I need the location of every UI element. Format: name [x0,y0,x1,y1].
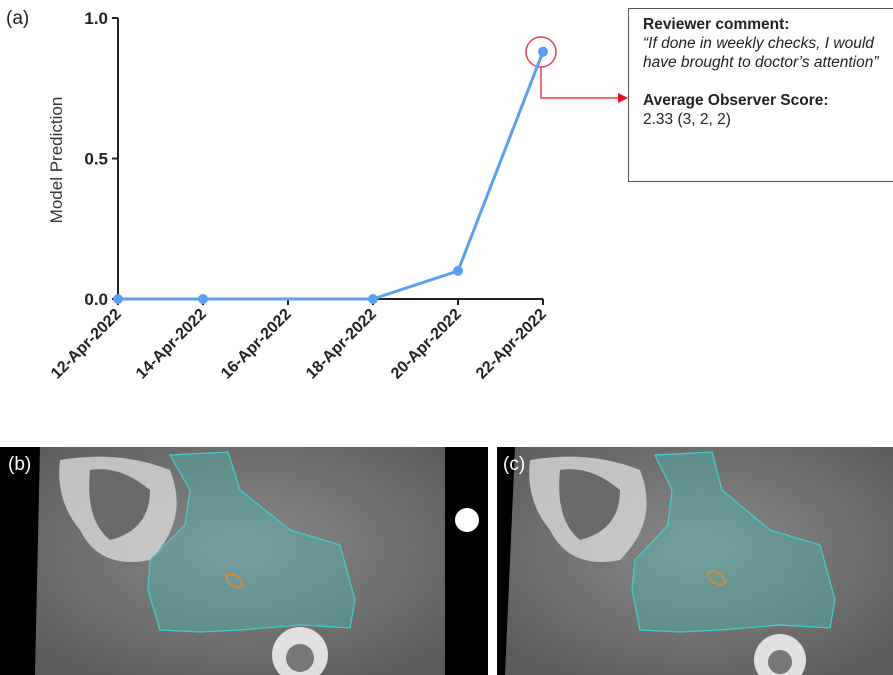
y-tick-label: 0.0 [84,290,108,309]
callout-arrow [541,67,620,98]
y-tick-label: 1.0 [84,9,108,28]
x-tick-label: 14-Apr-2022 [133,306,210,383]
y-tick-label: 0.5 [84,150,108,169]
point [453,266,463,276]
panel-label: (c) [503,454,525,475]
line [118,52,543,299]
reviewer-note: Reviewer comment: “If done in weekly che… [628,8,893,182]
y-axis-label: Model Prediction [47,97,66,224]
panel-label: (a) [6,8,29,29]
point [538,47,548,57]
point [198,294,208,304]
point [113,294,123,304]
x-tick-label: 20-Apr-2022 [388,306,465,383]
arrow-head [618,93,628,103]
ct-image [497,447,893,675]
x-tick-label: 12-Apr-2022 [48,306,125,383]
note-heading: Reviewer comment: [643,15,891,34]
x-tick-label: 16-Apr-2022 [218,306,295,383]
note-score: 2.33 (3, 2, 2) [643,110,891,129]
panel-label: (b) [8,454,31,475]
ct-image [0,447,488,675]
x-tick-label: 22-Apr-2022 [473,306,550,383]
point [368,294,378,304]
x-tick-label: 18-Apr-2022 [303,306,380,383]
figure: (a) Model Prediction (b) (c) 0.0 0.5 1.0 12… [0,0,893,675]
note-quote: “If done in weekly checks, I would have … [643,34,891,72]
note-score-heading: Average Observer Score: [643,91,891,110]
